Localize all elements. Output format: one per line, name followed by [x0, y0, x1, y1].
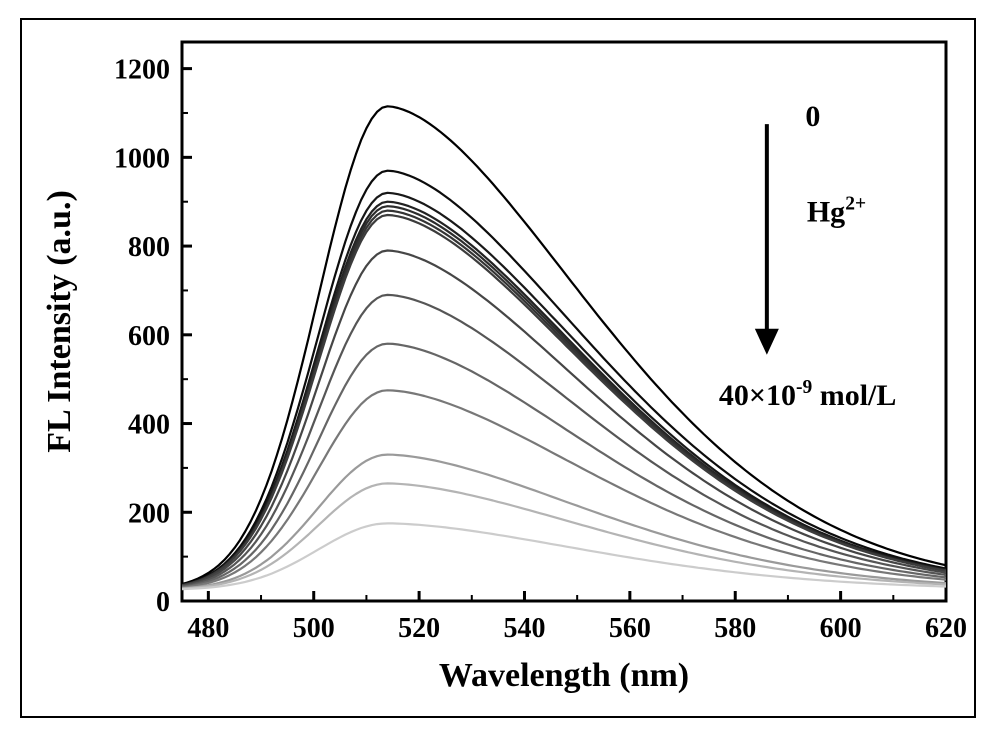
y-axis-label: FL Intensity (a.u.)	[41, 190, 78, 453]
xtick-label: 480	[187, 613, 229, 644]
xtick-label: 520	[398, 613, 440, 644]
xtick-label: 560	[609, 613, 651, 644]
ytick-label: 0	[156, 587, 170, 618]
xtick-label: 540	[503, 613, 545, 644]
spectrum-curve: 330	[182, 455, 946, 589]
axes-box	[182, 42, 946, 601]
annotation-concentration: 40×10-9 mol/L	[719, 377, 897, 412]
arrowhead-icon	[755, 329, 779, 355]
xtick-label: 580	[714, 613, 756, 644]
ytick-label: 400	[128, 410, 170, 441]
fluorescence-spectra-chart: 480 500 520 540 560 580 600 620 0 200 400 600 800 100…	[22, 20, 974, 716]
ytick-label: 1000	[114, 143, 170, 174]
xtick-label: 500	[293, 613, 335, 644]
x-axis-label: Wavelength (nm)	[439, 657, 689, 694]
outer-frame: { "chart": { "type": "line", "background…	[20, 18, 976, 718]
annotation-species: Hg2+	[807, 193, 866, 228]
spectrum-curve: 970	[182, 171, 946, 585]
xtick-label: 600	[820, 613, 862, 644]
spectrum-curve: 790	[182, 251, 946, 586]
annotation-top: 0	[805, 100, 820, 133]
figure-container: { "chart": { "type": "line", "background…	[0, 0, 1000, 740]
ytick-label: 200	[128, 498, 170, 529]
ytick-label: 1200	[114, 55, 170, 86]
xtick-label: 620	[925, 613, 967, 644]
ytick-label: 800	[128, 232, 170, 263]
ytick-label: 600	[128, 321, 170, 352]
